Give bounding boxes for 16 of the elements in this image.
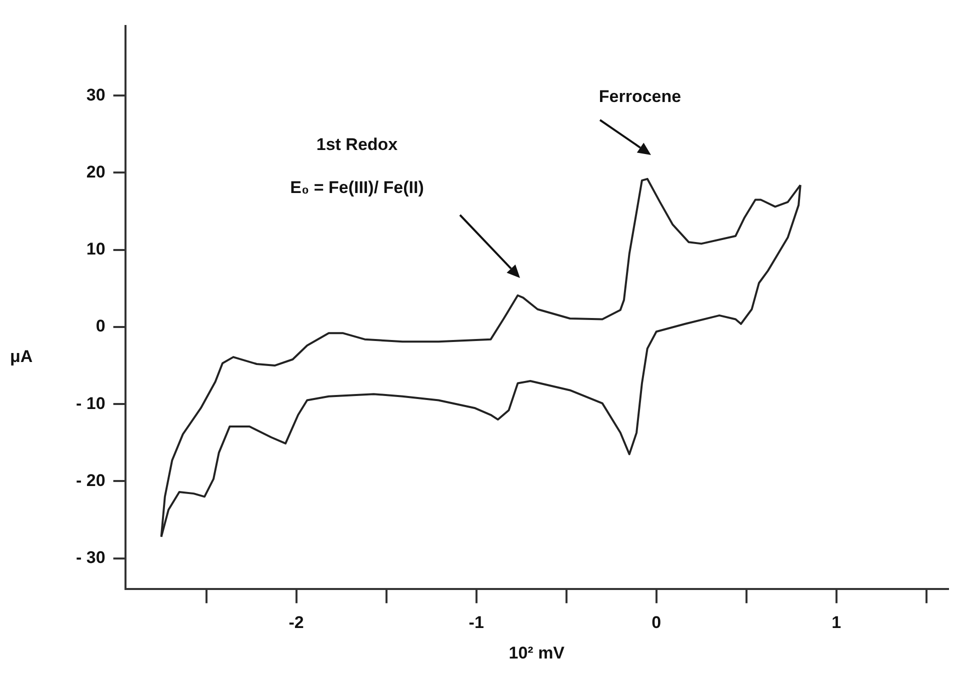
y-tick-label: 20 — [86, 162, 106, 182]
y-tick-label: 0 — [96, 316, 106, 336]
y-tick-label: - 20 — [76, 470, 106, 490]
y-tick-label: 10 — [86, 240, 106, 259]
annotation: 1st Redox — [315, 134, 399, 156]
y-tick-label: - 10 — [76, 394, 106, 413]
annotation: Ferrocene — [598, 86, 682, 108]
x-tick-label: -1 — [468, 613, 484, 632]
x-tick-label: -2 — [288, 613, 304, 632]
y-tick-label: - 30 — [76, 548, 106, 568]
y-axis-title: μA — [10, 346, 33, 368]
x-tick-label: 0 — [652, 613, 662, 632]
y-tick-label: 30 — [86, 85, 106, 104]
annotation: E₀ = Fe(III)/ Fe(II) — [289, 177, 425, 199]
x-tick-label: 1 — [832, 613, 842, 632]
x-axis-title: 10² mV — [508, 643, 566, 662]
